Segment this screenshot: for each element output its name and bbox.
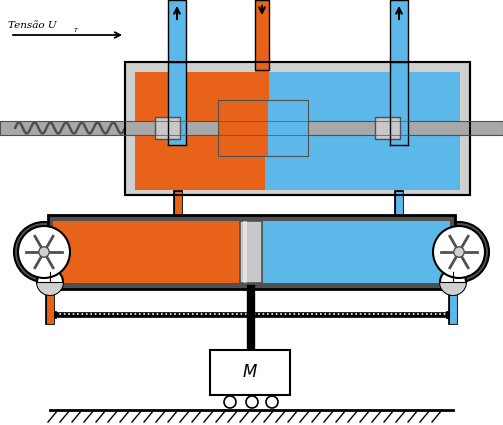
Circle shape [454,247,464,257]
Bar [268,100,308,156]
Circle shape [266,396,278,408]
Bar [375,117,400,139]
Bar [125,62,470,195]
Circle shape [224,396,236,408]
Bar [390,62,408,145]
Bar [261,221,450,283]
Text: $_T$: $_T$ [73,26,79,34]
Bar [168,62,186,145]
Circle shape [440,269,466,295]
Bar [255,0,269,70]
Bar [55,312,447,317]
Circle shape [18,226,70,278]
Bar [218,100,308,156]
Circle shape [246,396,258,408]
Bar [243,221,247,283]
Bar [125,62,470,195]
Bar [255,62,269,127]
Text: Tensão U: Tensão U [8,21,57,30]
Wedge shape [37,282,63,295]
Bar [48,215,455,289]
Circle shape [429,222,489,282]
Circle shape [14,222,74,282]
Bar [0,121,503,135]
Bar [168,0,186,62]
Bar [240,221,262,283]
Bar [210,350,290,395]
Bar [218,100,308,156]
Bar [135,72,265,190]
Circle shape [37,269,63,295]
Circle shape [433,226,485,278]
Bar [265,72,460,190]
Circle shape [39,247,49,257]
Bar [53,221,241,283]
Text: $M$: $M$ [242,364,258,381]
Wedge shape [440,282,466,295]
Bar [390,0,408,62]
Bar [155,117,180,139]
